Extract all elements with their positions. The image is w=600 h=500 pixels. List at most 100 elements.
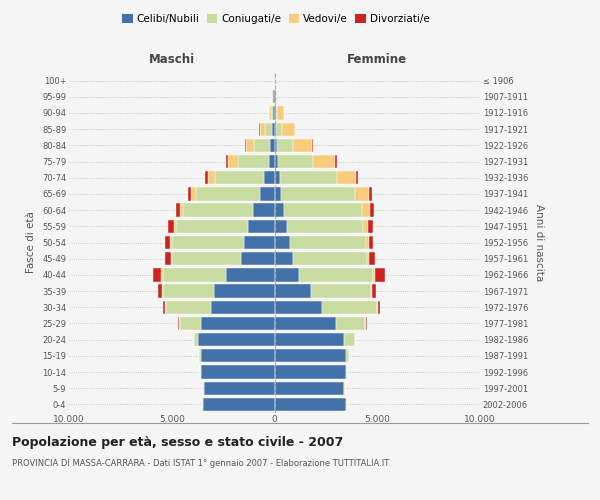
Bar bbox=[276, 122, 283, 136]
Bar bbox=[260, 122, 265, 136]
Bar bbox=[275, 252, 293, 266]
Bar bbox=[368, 220, 373, 233]
Bar bbox=[214, 284, 275, 298]
Bar bbox=[275, 122, 276, 136]
Bar bbox=[366, 317, 367, 330]
Bar bbox=[211, 300, 275, 314]
Bar bbox=[275, 106, 276, 120]
Bar bbox=[179, 317, 180, 330]
Y-axis label: Fasce di età: Fasce di età bbox=[26, 212, 37, 274]
Bar bbox=[355, 188, 369, 200]
Bar bbox=[172, 236, 244, 249]
Bar bbox=[372, 284, 376, 298]
Bar bbox=[275, 171, 280, 184]
Bar bbox=[215, 171, 264, 184]
Bar bbox=[275, 382, 344, 395]
Bar bbox=[275, 268, 299, 281]
Bar bbox=[226, 268, 275, 281]
Bar bbox=[365, 317, 366, 330]
Bar bbox=[284, 204, 362, 217]
Bar bbox=[281, 188, 355, 200]
Bar bbox=[273, 106, 275, 120]
Bar bbox=[277, 138, 293, 152]
Bar bbox=[200, 349, 275, 362]
Bar bbox=[275, 220, 287, 233]
Bar bbox=[199, 333, 275, 346]
Bar bbox=[369, 252, 375, 266]
Bar bbox=[362, 204, 370, 217]
Bar bbox=[299, 268, 373, 281]
Bar bbox=[275, 333, 344, 346]
Bar bbox=[260, 188, 275, 200]
Bar bbox=[183, 204, 253, 217]
Bar bbox=[275, 366, 346, 378]
Bar bbox=[275, 284, 311, 298]
Bar bbox=[166, 300, 211, 314]
Bar bbox=[168, 220, 174, 233]
Bar bbox=[254, 138, 271, 152]
Bar bbox=[163, 284, 214, 298]
Bar bbox=[194, 333, 199, 346]
Bar bbox=[275, 317, 336, 330]
Bar bbox=[253, 204, 275, 217]
Bar bbox=[269, 155, 275, 168]
Bar bbox=[312, 138, 313, 152]
Bar bbox=[265, 122, 272, 136]
Bar bbox=[276, 106, 277, 120]
Bar bbox=[269, 106, 271, 120]
Bar bbox=[313, 155, 335, 168]
Bar bbox=[199, 349, 200, 362]
Bar bbox=[200, 317, 275, 330]
Bar bbox=[271, 138, 275, 152]
Bar bbox=[275, 138, 277, 152]
Bar bbox=[180, 317, 200, 330]
Bar bbox=[188, 188, 191, 200]
Bar bbox=[367, 252, 369, 266]
Bar bbox=[275, 398, 346, 411]
Bar bbox=[278, 155, 313, 168]
Bar bbox=[200, 366, 275, 378]
Bar bbox=[205, 171, 208, 184]
Bar bbox=[337, 171, 356, 184]
Bar bbox=[180, 204, 183, 217]
Bar bbox=[238, 155, 269, 168]
Bar bbox=[178, 317, 179, 330]
Bar bbox=[165, 236, 170, 249]
Bar bbox=[248, 220, 275, 233]
Bar bbox=[153, 268, 161, 281]
Bar bbox=[208, 171, 215, 184]
Text: Maschi: Maschi bbox=[149, 53, 195, 66]
Bar bbox=[275, 236, 290, 249]
Bar bbox=[371, 284, 372, 298]
Text: PROVINCIA DI MASSA-CARRARA - Dati ISTAT 1° gennaio 2007 - Elaborazione TUTTITALI: PROVINCIA DI MASSA-CARRARA - Dati ISTAT … bbox=[12, 460, 389, 468]
Bar bbox=[363, 220, 368, 233]
Bar bbox=[273, 90, 275, 104]
Bar bbox=[163, 268, 226, 281]
Bar bbox=[293, 138, 312, 152]
Bar bbox=[287, 220, 363, 233]
Bar bbox=[370, 204, 374, 217]
Bar bbox=[373, 268, 375, 281]
Bar bbox=[369, 188, 372, 200]
Bar bbox=[275, 188, 281, 200]
Bar bbox=[335, 155, 337, 168]
Bar bbox=[293, 252, 367, 266]
Bar bbox=[272, 90, 273, 104]
Bar bbox=[322, 300, 377, 314]
Bar bbox=[191, 188, 196, 200]
Bar bbox=[244, 236, 275, 249]
Bar bbox=[280, 171, 337, 184]
Legend: Celibi/Nubili, Coniugati/e, Vedovi/e, Divorziati/e: Celibi/Nubili, Coniugati/e, Vedovi/e, Di… bbox=[118, 10, 434, 29]
Bar bbox=[271, 106, 273, 120]
Bar bbox=[170, 236, 172, 249]
Bar bbox=[158, 284, 162, 298]
Bar bbox=[163, 300, 165, 314]
Bar bbox=[166, 252, 170, 266]
Bar bbox=[366, 236, 369, 249]
Bar bbox=[241, 252, 275, 266]
Bar bbox=[161, 268, 163, 281]
Bar bbox=[275, 300, 322, 314]
Bar bbox=[246, 138, 254, 152]
Bar bbox=[275, 204, 284, 217]
Bar bbox=[277, 106, 284, 120]
